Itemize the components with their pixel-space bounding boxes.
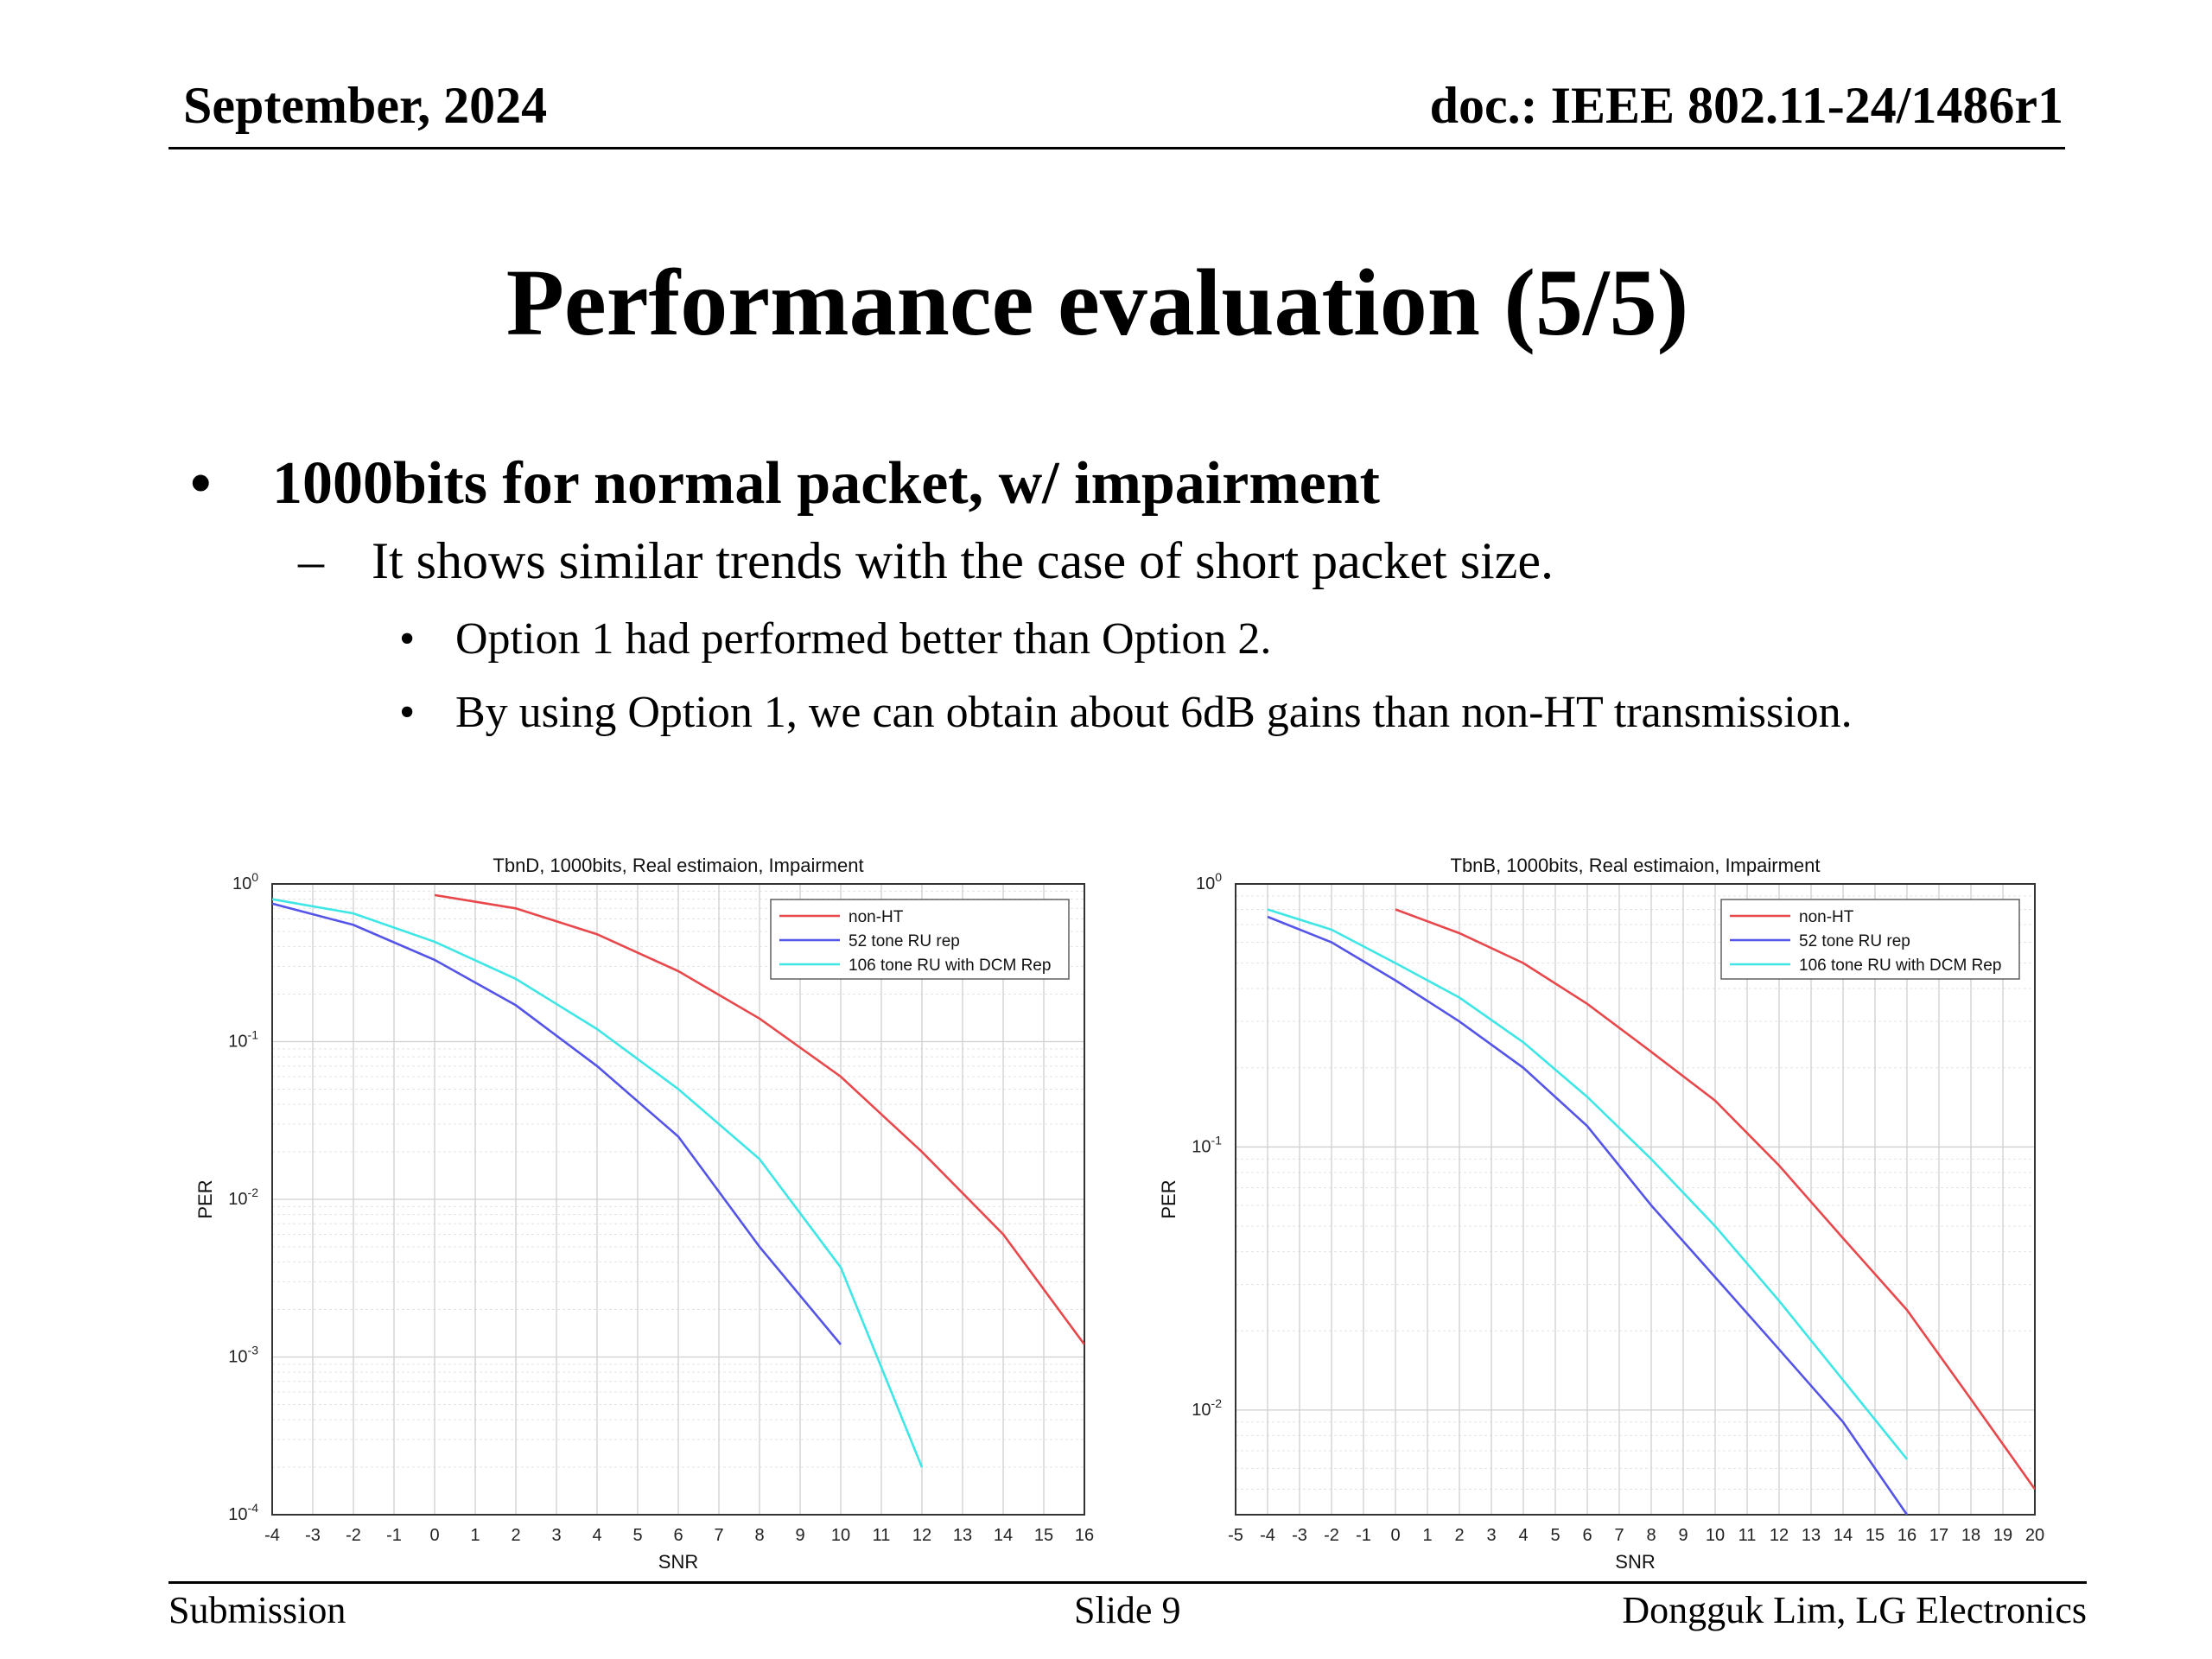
y-tick-label: 10-3 <box>228 1344 258 1367</box>
sub-sub-bullet: Option 1 had performed better than Optio… <box>455 614 1272 664</box>
x-tick-label: 2 <box>511 1526 520 1545</box>
series-line <box>1395 908 2035 1491</box>
x-axis-label: SNR <box>1615 1551 1655 1573</box>
footer-author: Dongguk Lim, LG Electronics <box>1622 1589 2087 1631</box>
x-tick-label: 11 <box>873 1526 891 1545</box>
plot-frame <box>271 883 1085 1516</box>
legend-entry: 52 tone RU rep <box>1799 932 1910 950</box>
y-axis-label: PER <box>1158 1179 1179 1218</box>
series-line <box>1267 915 1909 1515</box>
x-tick-label: 2 <box>1454 1526 1464 1545</box>
y-tick-label: 10-1 <box>1192 1133 1222 1156</box>
x-tick-label: -3 <box>305 1526 321 1545</box>
x-axis-label: SNR <box>658 1551 698 1573</box>
x-tick-label: 17 <box>1929 1526 1948 1545</box>
y-tick-label: 10-1 <box>228 1028 258 1052</box>
x-tick-label: 7 <box>1614 1526 1624 1545</box>
x-tick-label: 0 <box>429 1526 439 1545</box>
bullet-icon: • <box>190 450 212 517</box>
chart-title: TbnD, 1000bits, Real estimaion, Impairme… <box>493 855 863 876</box>
series-line <box>272 898 924 1468</box>
x-tick-label: 10 <box>831 1526 850 1545</box>
dash-icon: – <box>298 532 324 589</box>
chart-title: TbnB, 1000bits, Real estimaion, Impairme… <box>1451 855 1821 876</box>
series-line <box>1267 908 1909 1460</box>
x-tick-label: 8 <box>754 1526 764 1545</box>
x-tick-label: -4 <box>264 1526 280 1545</box>
x-tick-label: 18 <box>1961 1526 1980 1545</box>
header-date: September, 2024 <box>183 77 548 134</box>
x-tick-label: 3 <box>551 1526 561 1545</box>
footer-slide-number: Slide 9 <box>1074 1589 1181 1631</box>
x-tick-label: 1 <box>470 1526 480 1545</box>
header-rule <box>168 147 2065 149</box>
x-tick-label: -1 <box>386 1526 402 1545</box>
sub-sub-bullet: By using Option 1, we can obtain about 6… <box>455 688 1853 737</box>
y-tick-label: 10-2 <box>1192 1396 1222 1420</box>
x-tick-label: 4 <box>592 1526 601 1545</box>
x-tick-label: -4 <box>1260 1526 1275 1545</box>
x-tick-label: -2 <box>1324 1526 1339 1545</box>
plot-frame <box>1235 883 2036 1516</box>
bullet-icon: • <box>399 614 416 664</box>
x-tick-label: 1 <box>1422 1526 1432 1545</box>
x-tick-label: 6 <box>1582 1526 1592 1545</box>
chart-tbnb: 100 10-1 10-2 -5 -4 -3 -2 -1 0 1 2 3 4 5 6 7 8 9 10 11 12 13 1… <box>1136 836 2044 1573</box>
x-tick-label: 16 <box>1075 1526 1094 1545</box>
x-tick-label: 0 <box>1390 1526 1400 1545</box>
sub-bullet: It shows similar trends with the case of… <box>372 532 1554 589</box>
x-tick-label: 10 <box>1706 1526 1725 1545</box>
footer-rule <box>168 1581 2087 1584</box>
footer-left: Submission <box>168 1589 346 1631</box>
y-tick-label: 100 <box>1196 870 1222 893</box>
series-line <box>272 902 842 1345</box>
y-tick-label: 10-2 <box>228 1185 258 1209</box>
x-tick-label: 6 <box>673 1526 683 1545</box>
x-tick-label: 11 <box>1738 1526 1757 1545</box>
x-tick-label: 9 <box>795 1526 804 1545</box>
x-tick-label: 13 <box>1802 1526 1821 1545</box>
slide-title: Performance evaluation (5/5) <box>505 250 1689 355</box>
header-doc-id: doc.: IEEE 802.11-24/1486r1 <box>1429 77 2063 134</box>
x-tick-label: 13 <box>953 1526 972 1545</box>
x-tick-label: 5 <box>632 1526 642 1545</box>
bullet-main: 1000bits for normal packet, w/ impairmen… <box>272 450 1380 517</box>
legend-entry: 52 tone RU rep <box>849 932 960 950</box>
x-tick-label: 15 <box>1866 1526 1885 1545</box>
x-tick-label: -2 <box>346 1526 361 1545</box>
x-tick-label: 20 <box>2025 1526 2044 1545</box>
x-tick-label: 3 <box>1486 1526 1496 1545</box>
series-line <box>434 893 1084 1345</box>
legend-entry: non-HT <box>849 908 904 926</box>
x-tick-label: -1 <box>1356 1526 1371 1545</box>
x-tick-label: 15 <box>1034 1526 1053 1545</box>
x-tick-label: 12 <box>912 1526 931 1545</box>
x-tick-label: 8 <box>1646 1526 1656 1545</box>
chart-tbnd: 100 10-1 10-2 10-3 10-4 -4 -3 -2 -1 0 1 2 3 4 5 6 7 8 9 10 1… <box>186 836 1094 1573</box>
x-tick-label: 7 <box>714 1526 723 1545</box>
y-tick-label: 10-4 <box>228 1501 258 1524</box>
x-tick-label: 16 <box>1897 1526 1916 1545</box>
x-tick-label: 19 <box>1993 1526 2012 1545</box>
x-tick-label: 9 <box>1678 1526 1688 1545</box>
legend-entry: 106 tone RU with DCM Rep <box>849 957 1051 975</box>
x-tick-label: 5 <box>1550 1526 1560 1545</box>
x-tick-label: 4 <box>1518 1526 1528 1545</box>
x-tick-label: -5 <box>1228 1526 1243 1545</box>
y-axis-label: PER <box>194 1179 216 1218</box>
x-tick-label: 12 <box>1770 1526 1789 1545</box>
bullet-icon: • <box>399 688 416 737</box>
x-tick-label: 14 <box>1834 1526 1853 1545</box>
y-tick-label: 100 <box>232 870 258 893</box>
legend-entry: non-HT <box>1799 908 1854 926</box>
x-tick-label: -3 <box>1292 1526 1307 1545</box>
x-tick-label: 14 <box>994 1526 1013 1545</box>
legend-entry: 106 tone RU with DCM Rep <box>1799 957 2001 975</box>
